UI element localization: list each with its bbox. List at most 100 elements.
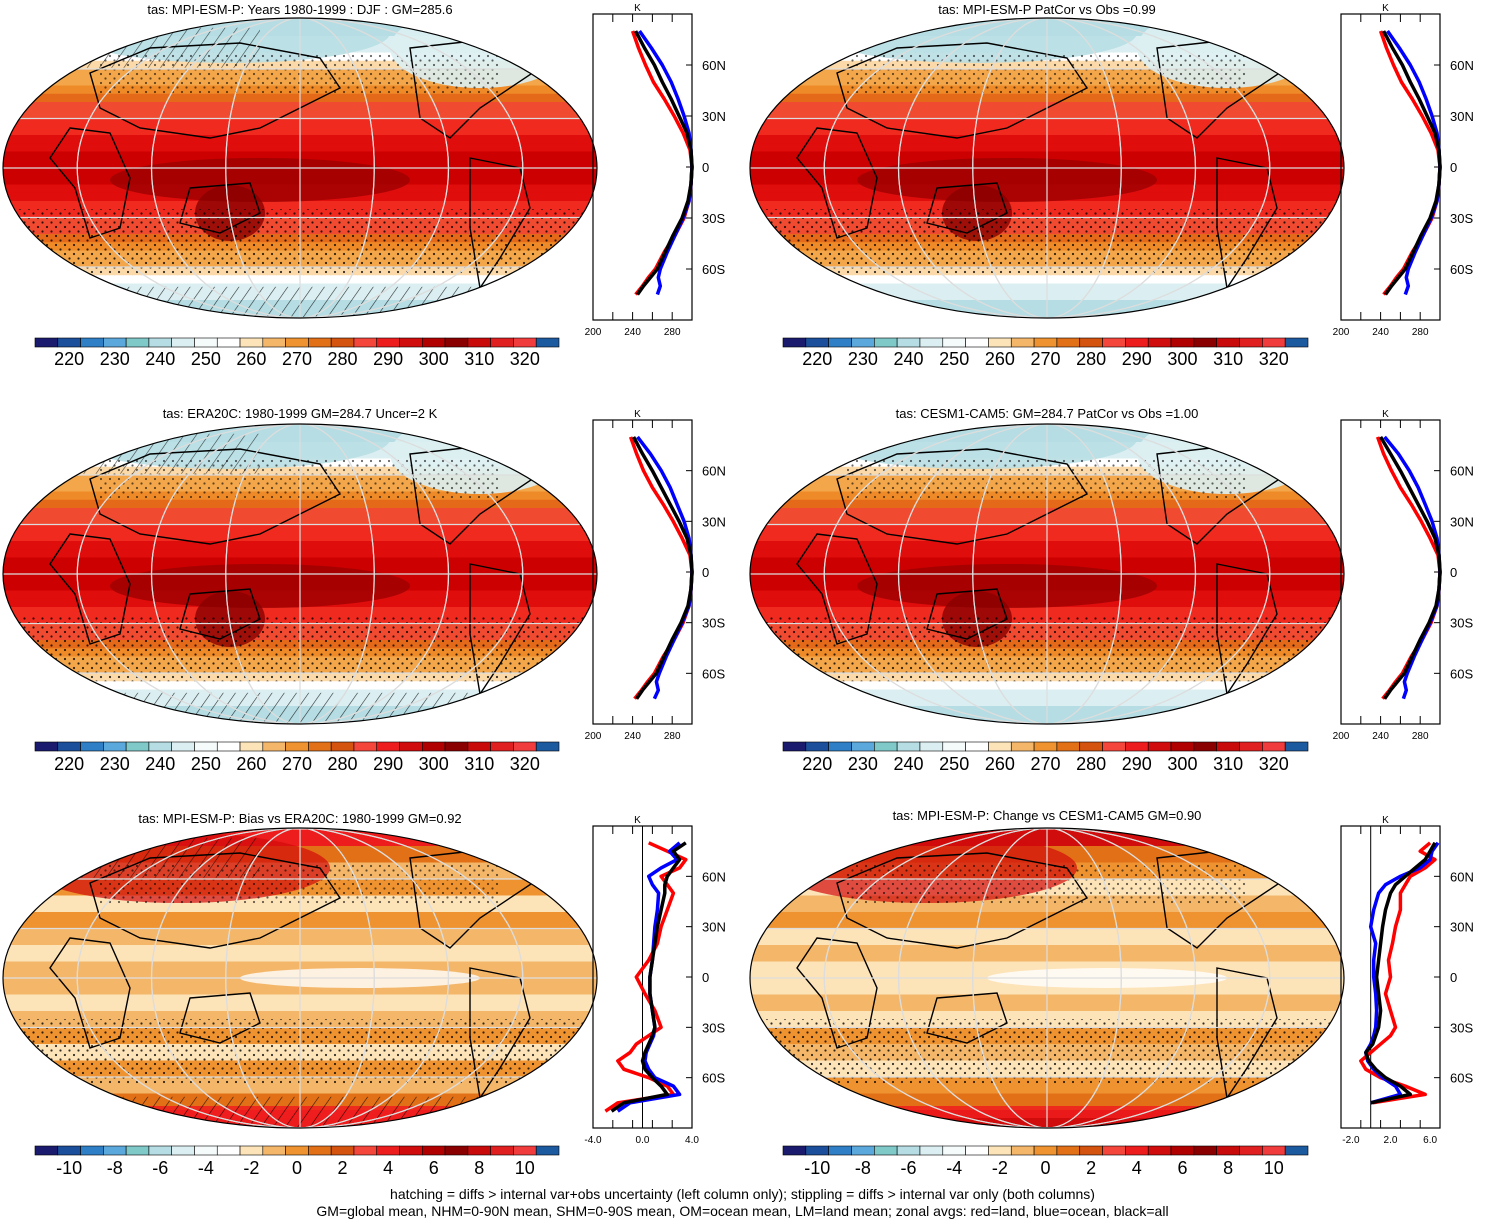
colorbar-label: -10: [804, 1158, 830, 1178]
colorbar-label: 0: [292, 1158, 302, 1178]
warm-pool: [110, 564, 410, 608]
colorbar-swatch: [1170, 741, 1195, 752]
map-title: tas: MPI-ESM-P: Bias vs ERA20C: 1980-199…: [138, 811, 461, 826]
colorbar-swatch: [353, 337, 378, 348]
panel-4: tas: CESM1-CAM5: GM=284.7 PatCor vs Obs …: [749, 406, 1474, 774]
colorbar-label: 8: [474, 1158, 484, 1178]
zonal-lat-label: 30S: [1450, 211, 1473, 226]
zonal-x-tick-label: 280: [664, 731, 681, 742]
colorbar-swatch: [1239, 1145, 1263, 1156]
colorbar-swatch: [965, 1145, 989, 1156]
colorbar-swatch: [262, 337, 286, 348]
colorbar-swatch: [239, 741, 264, 752]
colorbar-swatch: [399, 337, 423, 348]
colorbar-swatch: [1216, 741, 1240, 752]
map-field: [3, 424, 597, 724]
colorbar-label: 290: [1122, 754, 1152, 774]
zonal-lat-label: 30N: [702, 514, 726, 529]
zonal-lat-label: 0: [1450, 970, 1457, 985]
zonal-curve-all: [1379, 436, 1442, 700]
colorbar-label: 260: [236, 349, 266, 369]
colorbar-swatch: [782, 337, 807, 348]
colorbar-label: -2: [243, 1158, 259, 1178]
coastline: [796, 127, 878, 239]
colorbar-label: -8: [855, 1158, 871, 1178]
colorbar-swatch: [513, 1145, 537, 1156]
zonal-x-tick-label: 240: [624, 731, 641, 742]
zonal-mean-panel: K -2.0 2.0 6.0 60N 30N 0 30S 60S: [1340, 815, 1474, 1146]
zonal-x-tick-label: 280: [1412, 731, 1429, 742]
map-field: [750, 18, 1344, 318]
colorbar-swatch: [805, 741, 829, 752]
colorbar-swatch: [171, 1145, 195, 1156]
zonal-lat-label: 60S: [1450, 1071, 1473, 1086]
colorbar-label: 220: [54, 754, 84, 774]
colorbar-swatch: [1010, 741, 1035, 752]
colorbar-label: 4: [1132, 1158, 1142, 1178]
colorbar-label: 310: [1213, 349, 1243, 369]
zonal-lat-label: 60N: [702, 58, 726, 73]
longitude-line: [76, 828, 524, 1128]
colorbar-label: -2: [992, 1158, 1008, 1178]
colorbar-label: 230: [848, 754, 878, 774]
colorbar-label: 300: [419, 349, 449, 369]
zonal-x-tick-label: 4.0: [685, 1135, 699, 1146]
zonal-curve-all: [632, 436, 694, 700]
zonal-lat-label: 0: [1450, 160, 1457, 175]
colorbar-swatch: [988, 1145, 1012, 1156]
longitude-line: [225, 424, 375, 724]
colorbar-label: 220: [802, 349, 832, 369]
colorbar-swatch: [376, 741, 400, 752]
colorbar-swatch: [1079, 741, 1103, 752]
zonal-lat-label: 60S: [702, 262, 725, 277]
colorbar-swatch: [80, 1145, 104, 1156]
colorbar-swatch: [308, 337, 332, 348]
colorbar-swatch: [1239, 337, 1263, 348]
colorbar-swatch: [1170, 337, 1195, 348]
zonal-mean-panel: K 200 240 280 60N 30N 0 30S 60S: [1333, 3, 1474, 338]
colorbar-swatch: [919, 741, 944, 752]
colorbar-swatch: [125, 741, 150, 752]
colorbar-swatch: [80, 741, 104, 752]
colorbar-label: 310: [464, 349, 494, 369]
zonal-lat-label: 30N: [702, 109, 726, 124]
colorbar: -10 -8 -6 -4 -2 0 2 4 6 8 10: [782, 1145, 1309, 1178]
colorbar-label: 10: [1264, 1158, 1284, 1178]
panel-6: tas: MPI-ESM-P: Change vs CESM1-CAM5 GM=…: [749, 808, 1474, 1178]
map-border: [749, 423, 1345, 725]
colorbar-swatch: [194, 1145, 218, 1156]
colorbar-swatch: [490, 741, 514, 752]
zonal-lat-label: 30N: [1450, 514, 1474, 529]
colorbar-label: -8: [107, 1158, 123, 1178]
colorbar-swatch: [965, 741, 989, 752]
zonal-lat-label: 60N: [1450, 58, 1474, 73]
colorbar-swatch: [919, 1145, 944, 1156]
map-border: [2, 827, 598, 1129]
colorbar-label: 260: [985, 754, 1015, 774]
colorbar-swatch: [57, 741, 81, 752]
colorbar-label: 290: [373, 754, 403, 774]
colorbar-label: 2: [338, 1158, 348, 1178]
panel-5: tas: MPI-ESM-P: Bias vs ERA20C: 1980-199…: [2, 811, 726, 1178]
longitude-line: [972, 424, 1122, 724]
colorbar-label: 260: [985, 349, 1015, 369]
colorbar-swatch: [1010, 1145, 1035, 1156]
zonal-x-tick-label: 240: [1372, 327, 1389, 338]
zonal-curve-all: [1364, 841, 1437, 1105]
colorbar-swatch: [1193, 337, 1217, 348]
colorbar-swatch: [34, 741, 59, 752]
colorbar-swatch: [805, 337, 829, 348]
zonal-lat-label: 60N: [702, 464, 726, 479]
colorbar-label: 290: [1122, 349, 1152, 369]
footer-note-hatching: hatching = diffs > internal var+obs unce…: [390, 1186, 1095, 1202]
colorbar-swatch: [216, 741, 241, 752]
map-border: [2, 17, 598, 319]
colorbar-label: 260: [236, 754, 266, 774]
colorbar-swatch: [919, 337, 944, 348]
zonal-x-tick-label: 200: [1333, 327, 1350, 338]
colorbar-label: 220: [54, 349, 84, 369]
colorbar-swatch: [513, 337, 537, 348]
colorbar-label: 250: [939, 754, 969, 774]
colorbar-swatch: [1147, 741, 1172, 752]
longitude-line: [823, 424, 1271, 724]
